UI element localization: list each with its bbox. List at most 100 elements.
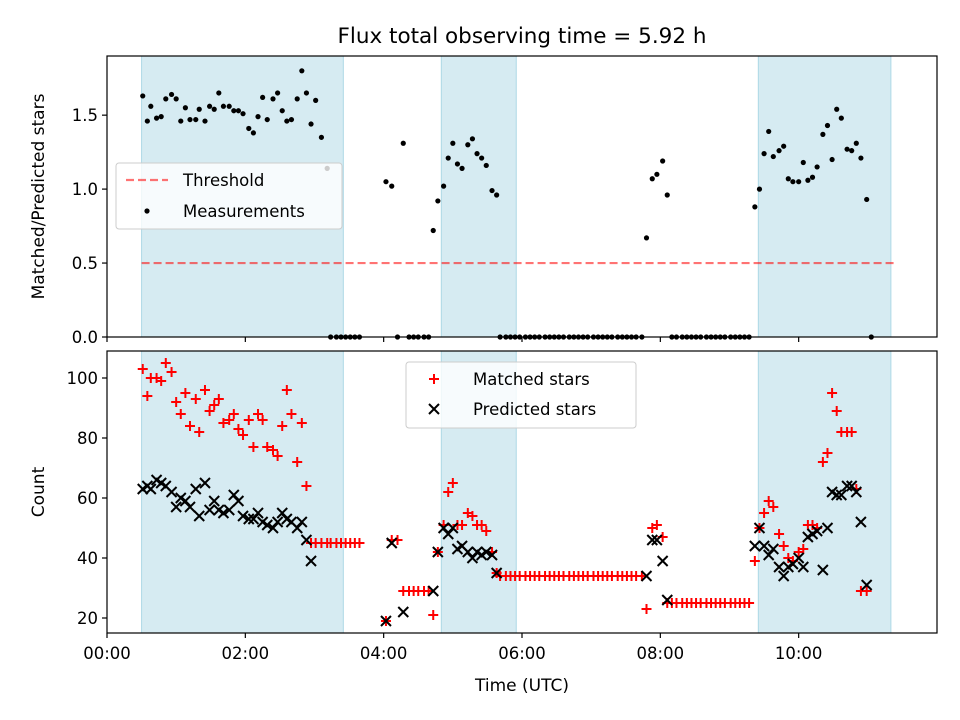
matched-star-point xyxy=(476,520,487,530)
predicted-star-point xyxy=(427,585,439,597)
measurement-point xyxy=(153,115,160,121)
matched-star-point xyxy=(481,526,492,536)
measurement-point xyxy=(660,158,666,164)
predicted-star-point xyxy=(223,504,235,516)
measurement-point xyxy=(494,192,500,198)
matched-star-point xyxy=(467,511,478,521)
predicted-star-point xyxy=(243,513,255,525)
measurement-point xyxy=(800,159,806,166)
matched-star-point xyxy=(248,442,259,452)
measurement-point xyxy=(649,176,655,182)
measurement-point xyxy=(148,103,154,109)
measurement-point xyxy=(211,106,217,112)
matched-star-point xyxy=(213,394,224,404)
predicted-star-point xyxy=(860,579,873,591)
shaded-interval xyxy=(440,55,517,338)
matched-star-point xyxy=(262,442,273,452)
matched-star-point xyxy=(831,406,842,416)
measurement-point xyxy=(264,116,270,123)
matched-star-point xyxy=(199,385,210,395)
x-tick-label: 00:00 xyxy=(83,644,131,663)
matched-star-point xyxy=(194,427,205,437)
measurement-point xyxy=(474,151,480,157)
measurement-point xyxy=(756,186,763,192)
predicted-star-point xyxy=(203,504,216,516)
matched-star-point xyxy=(175,409,186,419)
predicted-star-point xyxy=(817,564,829,576)
measurement-point xyxy=(240,111,246,117)
y-tick-label: 1.0 xyxy=(72,180,98,199)
measurement-point xyxy=(187,116,193,123)
y-axis-label: Matched/Predicted stars xyxy=(29,93,49,299)
matched-star-point xyxy=(228,409,239,419)
matched-star-point xyxy=(257,415,268,425)
matched-star-point xyxy=(204,406,215,416)
matched-star-point xyxy=(171,397,182,407)
legend-box xyxy=(115,162,343,230)
measurement-point xyxy=(383,179,389,185)
measurement-point xyxy=(805,177,811,183)
measurement-point xyxy=(829,156,835,163)
measurement-point xyxy=(284,118,290,124)
y-tick-label: 80 xyxy=(77,429,98,448)
measurement-point xyxy=(430,227,436,234)
measurement-point xyxy=(193,116,199,123)
matched-star-point xyxy=(749,556,760,566)
measurement-point xyxy=(279,108,285,114)
y-tick-label: 100 xyxy=(67,369,99,388)
matched-star-point xyxy=(744,598,755,608)
measurement-point xyxy=(479,155,485,161)
predicted-star-point xyxy=(190,483,202,495)
matched-star-point xyxy=(827,388,838,398)
measurement-point xyxy=(489,187,495,194)
matched-star-point xyxy=(185,421,195,431)
measurement-point xyxy=(450,140,456,146)
predicted-star-point xyxy=(480,546,492,558)
predicted-star-point xyxy=(199,477,211,489)
matched-star-point xyxy=(233,424,244,434)
measurement-point xyxy=(820,131,826,137)
predicted-star-point xyxy=(165,486,178,498)
measurement-point xyxy=(255,114,261,120)
predicted-star-point xyxy=(777,570,790,582)
measurement-point xyxy=(216,90,222,96)
matched-star-point xyxy=(142,391,153,401)
measurement-point xyxy=(445,155,451,161)
predicted-star-point xyxy=(753,522,766,534)
predicted-star-point xyxy=(300,534,313,546)
predicted-star-point xyxy=(821,522,834,534)
measurement-point xyxy=(441,183,447,189)
predicted-star-point xyxy=(237,510,249,522)
matched-star-point xyxy=(238,430,249,440)
matched-star-point xyxy=(846,427,857,437)
matched-star-point xyxy=(286,409,297,419)
predicted-star-point xyxy=(252,507,264,519)
predicted-star-point xyxy=(486,549,498,561)
predicted-star-point xyxy=(792,552,805,564)
predicted-star-point xyxy=(758,540,770,552)
matched-star-point xyxy=(166,367,177,377)
x-axis-label: Time (UTC) xyxy=(474,676,569,696)
measurement-point xyxy=(834,106,840,112)
matched-star-point xyxy=(354,538,365,548)
predicted-star-point xyxy=(271,516,284,528)
y-axis-label: Count xyxy=(29,466,49,517)
legend-matched-swatch xyxy=(429,374,439,384)
measurement-point xyxy=(158,114,164,120)
matched-star-point xyxy=(292,457,303,467)
measurement-point xyxy=(454,161,461,167)
measurement-point xyxy=(435,198,441,204)
predicted-star-point xyxy=(296,516,308,528)
measurement-point xyxy=(303,90,310,96)
x-tick-label: 06:00 xyxy=(498,644,546,663)
matched-star-point xyxy=(272,451,283,461)
measurement-point xyxy=(844,146,850,152)
predicted-star-point xyxy=(217,507,230,519)
predicted-star-point xyxy=(432,546,444,558)
predicted-star-point xyxy=(640,570,653,582)
predicted-star-point xyxy=(850,486,863,498)
x-tick-label: 04:00 xyxy=(360,644,408,663)
predicted-star-point xyxy=(208,495,220,507)
measurement-point xyxy=(140,93,146,99)
measurement-point xyxy=(809,174,816,180)
